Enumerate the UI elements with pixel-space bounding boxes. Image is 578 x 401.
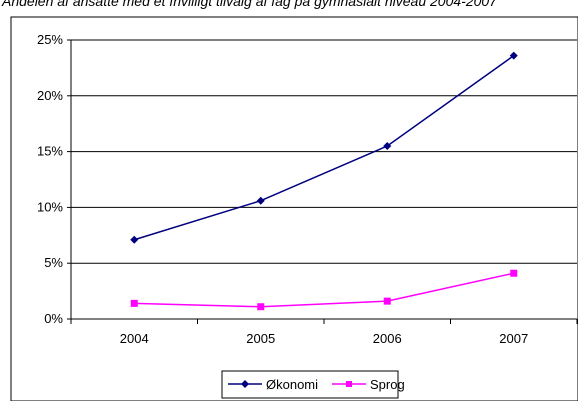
- y-tick-label: 25%: [37, 32, 63, 47]
- data-point: [510, 269, 518, 277]
- series-okonomi: [130, 51, 518, 244]
- series-layer: [130, 51, 518, 311]
- axes: [67, 39, 578, 324]
- x-tick-labels: 2004 2005 2006 2007: [120, 331, 528, 346]
- data-point: [257, 303, 265, 311]
- data-point: [383, 142, 392, 151]
- series-line: [134, 55, 515, 241]
- data-point: [130, 235, 139, 244]
- data-point: [383, 297, 391, 305]
- y-tick-label: 5%: [44, 255, 63, 270]
- data-point: [509, 51, 518, 60]
- x-tick-label: 2004: [120, 331, 149, 346]
- y-tick-label: 10%: [37, 199, 63, 214]
- data-point: [130, 299, 138, 307]
- y-tick-labels: 0% 5% 10% 15% 20% 25%: [37, 32, 63, 326]
- x-tick-label: 2005: [246, 331, 275, 346]
- legend-label-okonomi: Økonomi: [266, 377, 318, 392]
- y-tick-label: 0%: [44, 311, 63, 326]
- legend-marker-okonomi-icon: [241, 380, 249, 388]
- series-line: [134, 272, 514, 308]
- gridlines: [71, 39, 577, 264]
- x-tick-label: 2006: [373, 331, 402, 346]
- data-point: [256, 196, 265, 205]
- series-sprog: [130, 269, 518, 311]
- y-tick-label: 20%: [37, 88, 63, 103]
- plot-area: [71, 40, 577, 319]
- legend: Økonomi Sprog: [221, 370, 405, 399]
- x-tick-label: 2007: [499, 331, 528, 346]
- legend-marker-sprog-icon: [346, 381, 352, 387]
- legend-label-sprog: Sprog: [370, 377, 405, 392]
- chart-caption: Andelen af ansatte med et frivilligt til…: [2, 0, 497, 9]
- y-tick-label: 15%: [37, 144, 63, 159]
